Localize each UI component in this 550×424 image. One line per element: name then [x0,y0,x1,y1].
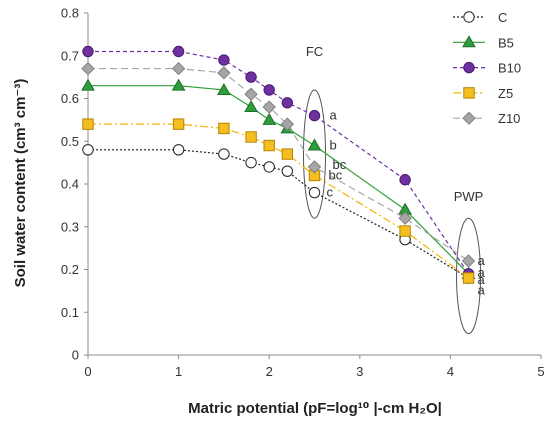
data-point-z5 [245,131,257,143]
data-point-b5 [81,78,95,91]
series-b5 [81,78,476,279]
series-b10 [82,45,475,280]
legend-item-z5: Z5 [453,86,513,101]
data-point-c [218,148,230,160]
data-point-b5 [307,138,322,151]
data-point-z10 [280,117,295,131]
data-point-b10 [308,109,321,122]
data-point-z10 [171,61,186,76]
ellipse-pwp [456,217,482,335]
y-tick-label: 0.8 [61,6,79,21]
legend-label-c: C [498,10,507,25]
x-tick-label: 5 [537,364,544,379]
legend-marker-z10 [462,111,476,125]
data-point-z5 [281,148,294,160]
significance-letter: bc [333,157,347,172]
legend-marker-c [463,11,475,23]
series-z5 [82,118,475,284]
legend-item-c: C [453,10,507,25]
significance-letter: b [330,138,337,153]
x-tick-label: 4 [447,364,454,379]
data-point-b10 [172,45,185,58]
data-point-b5 [171,78,186,91]
data-point-z10 [262,100,276,114]
data-point-b10 [218,54,230,66]
significance-letter: a [478,272,486,287]
significance-letter: a [478,265,486,280]
x-tick-label: 2 [266,364,273,379]
legend-marker-b10 [463,61,475,74]
y-tick-label: 0.5 [61,134,79,149]
data-point-c [281,165,294,177]
data-point-z5 [263,139,275,152]
legend-marker-b5 [462,35,476,48]
data-point-c [245,156,257,169]
data-point-b10 [82,45,94,58]
series-line-c [88,149,469,279]
data-point-c [263,161,275,173]
series-c [82,144,475,284]
data-point-z10 [244,87,258,101]
data-point-b10 [263,84,275,96]
data-point-z10 [398,211,412,225]
ellipse-fc [303,89,326,219]
legend-item-b5: B5 [453,35,514,50]
data-point-c [308,186,321,199]
y-axis-title: Soil water content (cm³ cm⁻³) [12,79,29,288]
ellipse-group: FC PWP [303,44,484,335]
y-tick-label: 0.2 [61,262,79,277]
data-point-z5 [399,225,411,237]
series-z10 [81,61,476,268]
data-point-b10 [281,97,294,109]
data-point-b5 [217,82,231,95]
data-point-z5 [82,118,94,130]
legend: C B5 B10 Z5 Z10 [453,10,521,126]
y-tick-label: 0.3 [61,219,79,234]
x-axis-title: Matric potential (pF=log¹⁰ |-cm H₂O| [188,400,442,417]
data-point-z5 [462,272,475,284]
series-group [81,45,476,284]
series-line-b5 [88,85,469,275]
legend-label-z10: Z10 [498,111,520,126]
legend-label-z5: Z5 [498,86,513,101]
series-line-z10 [88,67,469,262]
data-point-z5 [218,122,230,135]
legend-item-b10: B10 [453,61,521,76]
data-point-z10 [81,61,95,76]
data-point-b5 [262,112,277,125]
data-point-c [82,144,94,156]
data-point-b10 [399,174,411,186]
x-tick-label: 1 [175,364,182,379]
ellipse-label-pwp: PWP [454,189,484,204]
x-tick-label: 0 [84,364,91,379]
y-tick-label: 0.4 [61,177,79,192]
ellipse-label-fc: FC [306,44,323,59]
legend-label-b10: B10 [498,61,521,76]
y-tick-label: 0 [72,348,79,363]
data-point-b5 [244,100,258,113]
data-point-b10 [245,71,257,83]
data-point-z10 [217,66,231,80]
legend-label-b5: B5 [498,35,514,50]
series-line-z5 [88,123,469,279]
legend-marker-z5 [463,87,475,99]
legend-item-z10: Z10 [453,111,520,126]
y-tick-label: 0.1 [61,305,79,320]
axes: 0 1 2 3 4 5 0 0.1 0.2 0.3 0.4 0.5 0.6 0.7 0.8 [61,6,545,380]
series-line-b10 [88,50,470,275]
significance-letter: a [478,283,486,298]
significance-letter: a [330,108,338,123]
data-point-c [172,144,185,156]
data-point-z10 [461,254,476,268]
y-tick-label: 0.7 [61,48,79,63]
significance-letter: bc [329,167,343,182]
significance-letter: c [327,185,334,200]
x-tick-label: 3 [356,364,363,379]
y-tick-label: 0.6 [61,91,79,106]
data-point-z10 [307,160,322,174]
significance-letter: a [478,253,486,268]
data-point-z5 [172,118,185,130]
